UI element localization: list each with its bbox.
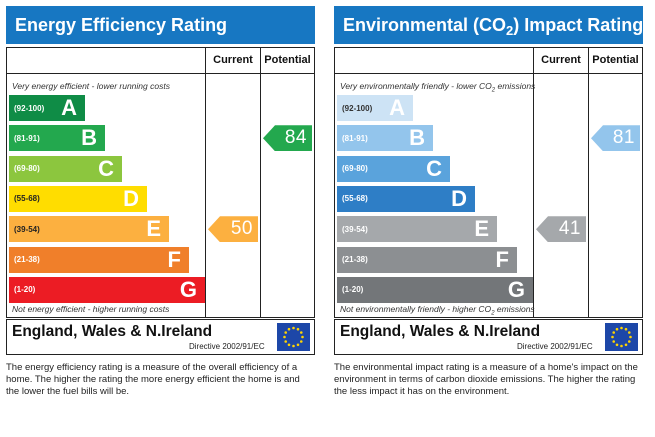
rating-band-b: (81-91) B [9,125,105,152]
band-range: (39-54) [342,224,368,234]
band-letter: A [61,95,77,120]
env-panel-title: Environmental (CO2) Impact Rating [334,6,643,44]
energy-description: The energy efficiency rating is a measur… [6,362,300,397]
band-letter: G [507,276,525,302]
rating-band-a: (92-100) A [9,95,85,121]
energy-top-note: Very energy efficient - lower running co… [12,81,170,91]
energy-efficiency-panel: Energy Efficiency Rating Current Potenti… [6,6,315,397]
band-range: (92-100) [342,103,373,113]
band-range: (39-54) [14,224,40,234]
band-range: (55-68) [14,194,40,204]
band-range: (69-80) [14,164,40,174]
rating-band-e: (39-54) E [337,216,497,243]
energy-directive-label: Directive 2002/91/EC [189,342,265,351]
energy-potential-rating: 84 [263,125,312,152]
rating-band-e: (39-54) E [9,216,169,243]
band-range: (1-20) [342,285,364,295]
band-letter: B [81,125,97,151]
env-directive-label: Directive 2002/91/EC [517,342,593,351]
rating-band-f: (21-38) F [9,246,189,273]
eu-flag-icon [277,323,310,351]
band-letter: E [146,216,161,242]
environmental-impact-panel: Environmental (CO2) Impact Rating Curren… [334,6,643,397]
band-letter: B [409,125,425,151]
energy-current-rating: 50 [208,216,258,243]
env-potential-header: Potential [592,54,639,66]
energy-panel-title: Energy Efficiency Rating [6,6,315,44]
rating-band-b: (81-91) B [337,125,433,152]
energy-bottom-note: Not energy efficient - higher running co… [12,304,170,314]
rating-band-d: (55-68) D [9,185,147,212]
env-rating-chart: Current Potential Very environmentally f… [334,47,643,318]
band-range: (21-38) [342,255,368,264]
energy-potential-header: Potential [264,54,311,66]
band-range: (21-38) [14,255,40,264]
band-range: (55-68) [342,194,368,204]
rating-band-g: (1-20) G [337,276,533,303]
energy-region-label: England, Wales & N.Ireland [12,323,213,340]
env-bottom-note: Not environmentally friendly - higher CO… [340,304,535,317]
rating-band-c: (69-80) C [337,155,450,182]
rating-band-d: (55-68) D [337,185,475,212]
env-footer: England, Wales & N.Ireland Directive 200… [334,319,643,355]
env-top-note: Very environmentally friendly - lower CO… [340,81,536,94]
band-letter: D [451,185,467,211]
env-potential-rating: 81 [591,125,640,152]
band-range: (69-80) [342,164,368,174]
energy-footer: England, Wales & N.Ireland Directive 200… [6,319,315,355]
rating-band-f: (21-38) F [337,246,517,273]
band-letter: G [179,276,197,302]
band-letter: D [123,185,139,211]
band-letter: F [495,246,509,272]
band-letter: F [167,246,181,272]
band-range: (92-100) [14,103,45,113]
band-letter: E [474,216,489,242]
band-letter: C [426,155,442,181]
env-current-rating: 41 [536,216,586,243]
env-description: The environmental impact rating is a mea… [334,362,638,397]
band-letter: A [389,95,405,120]
energy-rating-chart: Current Potential Very energy efficient … [6,47,315,318]
band-range: (81-91) [342,133,368,143]
env-region-label: England, Wales & N.Ireland [340,323,541,340]
energy-current-header: Current [213,54,253,66]
env-current-header: Current [541,54,581,66]
rating-band-g: (1-20) G [9,276,205,303]
band-range: (81-91) [14,133,40,143]
rating-band-a: (92-100) A [337,95,413,121]
band-range: (1-20) [14,285,36,295]
eu-flag-icon [605,323,638,351]
band-letter: C [98,155,114,181]
rating-band-c: (69-80) C [9,155,122,182]
